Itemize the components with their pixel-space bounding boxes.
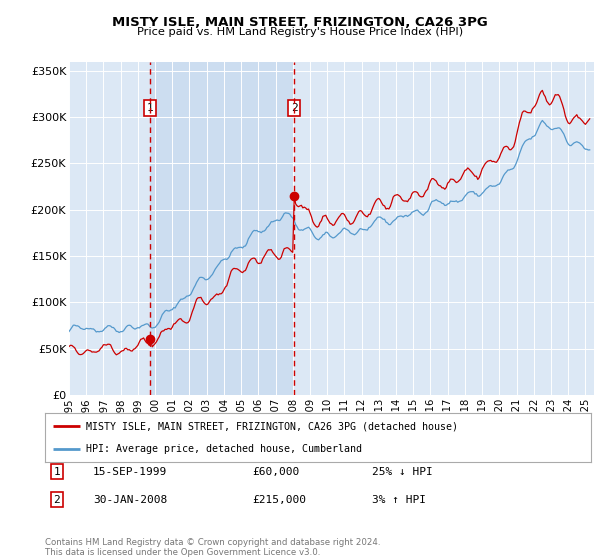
Text: MISTY ISLE, MAIN STREET, FRIZINGTON, CA26 3PG: MISTY ISLE, MAIN STREET, FRIZINGTON, CA2…: [112, 16, 488, 29]
Text: Contains HM Land Registry data © Crown copyright and database right 2024.
This d: Contains HM Land Registry data © Crown c…: [45, 538, 380, 557]
Text: 3% ↑ HPI: 3% ↑ HPI: [372, 494, 426, 505]
Text: 25% ↓ HPI: 25% ↓ HPI: [372, 466, 433, 477]
Text: 2: 2: [53, 494, 61, 505]
Text: £60,000: £60,000: [252, 466, 299, 477]
Text: £215,000: £215,000: [252, 494, 306, 505]
Text: 15-SEP-1999: 15-SEP-1999: [93, 466, 167, 477]
Bar: [150, 62, 294, 395]
Text: 1: 1: [146, 103, 154, 113]
Text: 2: 2: [291, 103, 298, 113]
Text: Price paid vs. HM Land Registry's House Price Index (HPI): Price paid vs. HM Land Registry's House …: [137, 27, 463, 37]
Text: 30-JAN-2008: 30-JAN-2008: [93, 494, 167, 505]
Text: 1: 1: [53, 466, 61, 477]
Text: MISTY ISLE, MAIN STREET, FRIZINGTON, CA26 3PG (detached house): MISTY ISLE, MAIN STREET, FRIZINGTON, CA2…: [86, 421, 458, 431]
Text: HPI: Average price, detached house, Cumberland: HPI: Average price, detached house, Cumb…: [86, 444, 362, 454]
